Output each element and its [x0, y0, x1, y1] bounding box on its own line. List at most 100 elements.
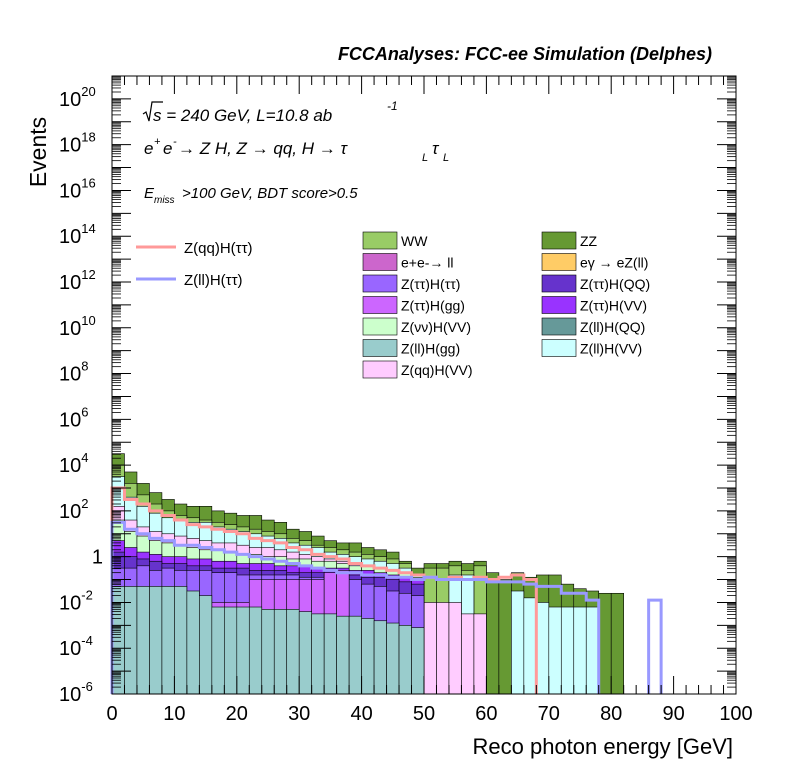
stack-bar-z-ll-h-vv- [548, 606, 562, 695]
y-tick-exponent: 4 [81, 450, 88, 465]
process-tau2: τ [432, 139, 440, 158]
y-tick-label: 1 [92, 547, 103, 569]
y-tick-exponent: -4 [81, 633, 93, 648]
y-tick-exponent: 20 [81, 84, 95, 99]
legend-bkg-label: Z(νν)H(VV) [401, 319, 471, 335]
legend-bkg-swatch [362, 360, 398, 379]
legend-bkg-swatch [541, 253, 577, 271]
process-chain: → Z H, Z → qq, H → τ [178, 139, 348, 158]
stack-bar-zz [498, 579, 512, 695]
x-tick-label: 70 [538, 703, 560, 725]
y-tick-exponent: -2 [81, 587, 93, 602]
process-sub-l2: L [443, 152, 449, 164]
stack-bar-z-ll-h-gg- [236, 606, 250, 695]
stack-bar-z-ll-h-gg- [336, 615, 350, 695]
stack-bar-z-qq-h-vv- [448, 602, 462, 695]
y-tick-label: 104 [59, 450, 88, 477]
y-tick-exponent: 14 [81, 221, 95, 236]
stack-bar-z-ll-h-gg- [224, 606, 238, 695]
legend-bkg-swatch [362, 274, 398, 293]
annotation-energy: s = 240 GeV, L=10.8 ab -1 [142, 99, 398, 125]
stack-bar-z-ll-h-vv- [560, 606, 575, 695]
legend-bkg-swatch [362, 296, 398, 314]
stack-bar-z-ll-h-vv- [523, 597, 537, 695]
sqrt-symbol [142, 101, 163, 122]
y-tick-label: 10-6 [59, 679, 93, 706]
y-tick-label: 1018 [59, 130, 96, 157]
process-e1: e [144, 139, 153, 158]
chart-title: FCCAnalyses: FCC-ee Simulation (Delphes) [338, 44, 712, 64]
legend-bkg-swatch [541, 339, 577, 357]
stack-bar-z-ll-h-gg- [186, 590, 200, 695]
stack-bar-z-ll-h-gg- [286, 609, 300, 695]
x-tick-label: 30 [288, 703, 310, 725]
stack-bar-z-ll-h-gg- [348, 615, 362, 695]
stack-bar-z-ll-h-gg- [386, 622, 400, 695]
stack-bar-z-ll-h-vv- [536, 602, 550, 695]
stack-bar-z-ll-h-gg- [136, 586, 150, 695]
y-tick-label: 1010 [59, 313, 96, 340]
legend-bkg-label: Z(ττ)H(gg) [401, 298, 465, 314]
energy-lumi-text: s = 240 GeV, L=10.8 ab [153, 106, 332, 125]
legend-bkg-label: Z(ττ)H(QQ) [580, 276, 650, 292]
signal-curves [110, 486, 663, 694]
y-tick-exponent: 8 [81, 359, 88, 374]
stack-bar-z-ll-h-gg- [361, 618, 375, 695]
legend-bkg-label: Z(ll)H(gg) [401, 341, 460, 357]
y-tick-label: 1016 [59, 175, 96, 202]
legend-bkg-swatch [541, 231, 577, 250]
stack-bar-z-qq-h-vv- [473, 613, 487, 695]
y-tick-label: 102 [59, 496, 88, 523]
y-tick-label: 106 [59, 404, 88, 431]
legend-bkg-swatch [362, 317, 398, 336]
x-tick-label: 50 [413, 703, 435, 725]
x-tick-label: 90 [662, 703, 684, 725]
stack-bar-z-ll-h-gg- [248, 606, 263, 695]
y-tick-exponent: 12 [81, 267, 95, 282]
stack-bar-z-ll-h-vv- [585, 606, 600, 695]
y-tick-exponent: 2 [81, 496, 88, 511]
y-tick-exponent: 16 [81, 175, 95, 190]
y-tick-exponent: 10 [81, 313, 95, 328]
stack-bar-zz [598, 592, 612, 695]
y-tick-label: 10-2 [59, 587, 93, 614]
legend-bkg-swatch [362, 253, 398, 271]
x-tick-label: 80 [600, 703, 622, 725]
legend-bkg-swatch [541, 317, 577, 336]
legend-signal-label: Z(qq)H(ττ) [184, 240, 253, 257]
stack-bar-z-ll-h-gg- [398, 625, 412, 695]
process-plus: + [154, 136, 161, 148]
stack-bar-zz [610, 592, 624, 695]
stack-bar-z-ll-h-gg- [311, 613, 325, 695]
stack-bar-z-ll-h-gg- [273, 609, 288, 695]
cuts-e: E [144, 185, 155, 202]
stack-bar-z-ll-h-gg- [174, 586, 188, 695]
stack-bar-z-ll-h-gg- [149, 586, 163, 695]
legend-signal-label: Z(ll)H(ττ) [184, 272, 243, 289]
stack-bar-z-ll-h-gg- [373, 620, 387, 695]
y-tick-label: 1014 [59, 221, 96, 248]
stack-bar-z-ll-h-gg- [211, 606, 225, 695]
x-tick-label: 10 [163, 703, 185, 725]
legend-signals: Z(qq)H(ττ) Z(ll)H(ττ) [136, 240, 253, 289]
legend-bkg-label: Z(ττ)H(ττ) [401, 276, 460, 292]
signal-line-2 [110, 520, 663, 694]
stack-bar-z-ll-h-gg- [261, 609, 275, 695]
y-tick-exponent: 18 [81, 130, 95, 145]
x-tick-label: 40 [350, 703, 372, 725]
y-tick-label: 108 [59, 359, 88, 386]
cuts-miss: miss [154, 195, 175, 206]
stack-bar-z-qq-h-vv- [461, 613, 475, 695]
annotation-cuts: E miss >100 GeV, BDT score>0.5 [144, 185, 358, 206]
y-tick-exponent: -6 [81, 679, 93, 694]
stack-bar-z-qq-h-vv- [423, 602, 437, 695]
stack-bar-z-ll-h-gg- [323, 613, 337, 695]
legend-bkg-label: e+e-→ ll [401, 255, 454, 271]
x-axis-label: Reco photon energy [GeV] [473, 734, 734, 759]
legend-bkg-label: Z(qq)H(VV) [401, 362, 473, 378]
legend-bkg-swatch [541, 274, 577, 293]
legend-bkg-label: Z(ll)H(QQ) [580, 319, 645, 335]
x-tick-label: 0 [106, 703, 117, 725]
stack-bar-z-ll-h-vv- [511, 590, 525, 695]
